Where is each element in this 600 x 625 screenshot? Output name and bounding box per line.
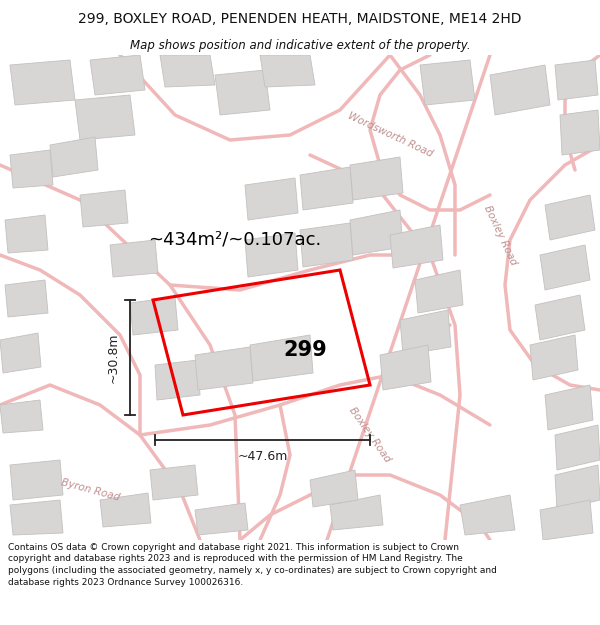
Polygon shape: [5, 280, 48, 317]
Polygon shape: [540, 500, 593, 540]
Polygon shape: [110, 240, 158, 277]
Polygon shape: [50, 137, 98, 177]
Polygon shape: [415, 270, 463, 313]
Polygon shape: [540, 245, 590, 290]
Text: 299, BOXLEY ROAD, PENENDEN HEATH, MAIDSTONE, ME14 2HD: 299, BOXLEY ROAD, PENENDEN HEATH, MAIDST…: [78, 12, 522, 26]
Polygon shape: [420, 60, 475, 105]
Text: Boxley Road: Boxley Road: [482, 204, 518, 266]
Polygon shape: [215, 70, 270, 115]
Polygon shape: [535, 295, 585, 340]
Polygon shape: [160, 55, 215, 87]
Polygon shape: [545, 385, 593, 430]
Text: Wordsworth Road: Wordsworth Road: [346, 111, 434, 159]
Polygon shape: [545, 195, 595, 240]
Text: 299: 299: [283, 340, 327, 360]
Polygon shape: [260, 55, 315, 87]
Polygon shape: [150, 465, 198, 500]
Polygon shape: [300, 223, 353, 267]
Polygon shape: [400, 310, 451, 355]
Polygon shape: [560, 110, 600, 155]
Polygon shape: [380, 345, 431, 390]
Text: Map shows position and indicative extent of the property.: Map shows position and indicative extent…: [130, 39, 470, 51]
Polygon shape: [310, 470, 358, 507]
Polygon shape: [10, 60, 75, 105]
Polygon shape: [130, 297, 178, 335]
Polygon shape: [555, 465, 600, 510]
Text: ~434m²/~0.107ac.: ~434m²/~0.107ac.: [148, 230, 321, 248]
Polygon shape: [245, 178, 298, 220]
Text: Byron Road: Byron Road: [59, 478, 121, 502]
Polygon shape: [555, 60, 598, 100]
Polygon shape: [195, 347, 253, 390]
Polygon shape: [460, 495, 515, 535]
Polygon shape: [0, 400, 43, 433]
Polygon shape: [300, 167, 353, 210]
Polygon shape: [155, 360, 200, 400]
Polygon shape: [555, 425, 600, 470]
Polygon shape: [10, 500, 63, 535]
Polygon shape: [530, 335, 578, 380]
Text: Boxley Road: Boxley Road: [347, 406, 393, 464]
Text: ~47.6m: ~47.6m: [238, 450, 287, 463]
Polygon shape: [250, 335, 313, 381]
Polygon shape: [195, 503, 248, 535]
Text: Contains OS data © Crown copyright and database right 2021. This information is : Contains OS data © Crown copyright and d…: [8, 542, 497, 587]
Polygon shape: [80, 190, 128, 227]
Polygon shape: [0, 333, 41, 373]
Polygon shape: [90, 55, 145, 95]
Polygon shape: [350, 157, 403, 200]
Polygon shape: [10, 460, 63, 500]
Polygon shape: [390, 225, 443, 268]
Polygon shape: [350, 210, 403, 255]
Polygon shape: [75, 95, 135, 140]
Polygon shape: [10, 150, 53, 188]
Polygon shape: [330, 495, 383, 530]
Polygon shape: [5, 215, 48, 253]
Polygon shape: [100, 493, 151, 527]
Polygon shape: [490, 65, 550, 115]
Text: ~30.8m: ~30.8m: [107, 332, 120, 382]
Polygon shape: [245, 233, 298, 277]
